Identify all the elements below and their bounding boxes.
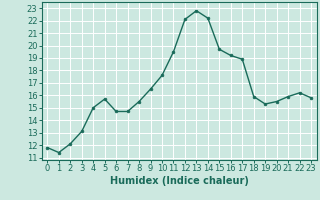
X-axis label: Humidex (Indice chaleur): Humidex (Indice chaleur) (110, 176, 249, 186)
